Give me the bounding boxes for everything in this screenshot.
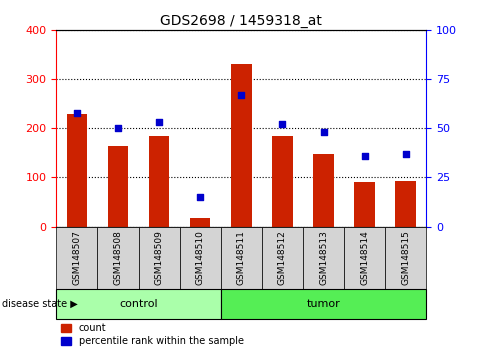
Text: GSM148508: GSM148508 [114,230,122,285]
Point [238,92,245,98]
Bar [98,227,139,289]
Bar [344,227,385,289]
Bar [395,181,416,227]
Bar [139,227,180,289]
Bar [190,218,211,227]
Bar [108,147,128,227]
Bar [354,182,375,227]
Text: GSM148511: GSM148511 [237,230,246,285]
Text: GSM148512: GSM148512 [278,230,287,285]
Bar [231,64,251,227]
Text: control: control [119,298,158,309]
Bar [385,227,426,289]
Point [73,110,81,115]
Bar [149,136,170,227]
Text: tumor: tumor [307,298,341,309]
Point [278,121,286,127]
Text: disease state ▶: disease state ▶ [2,298,78,309]
Point [319,130,327,135]
Point [196,194,204,200]
Text: GSM148514: GSM148514 [360,230,369,285]
Bar [56,227,98,289]
Bar [67,114,87,227]
Text: GSM148507: GSM148507 [73,230,81,285]
Bar [221,227,262,289]
Bar [56,289,221,319]
Point [155,120,163,125]
Text: GSM148515: GSM148515 [401,230,410,285]
Bar [180,227,221,289]
Legend: count, percentile rank within the sample: count, percentile rank within the sample [61,324,244,346]
Bar [313,154,334,227]
Bar [221,289,426,319]
Bar [262,227,303,289]
Bar [272,136,293,227]
Text: GSM148509: GSM148509 [155,230,164,285]
Title: GDS2698 / 1459318_at: GDS2698 / 1459318_at [160,14,322,28]
Point [402,151,410,157]
Text: GSM148510: GSM148510 [196,230,205,285]
Point [114,125,122,131]
Point [361,153,368,159]
Bar [303,227,344,289]
Text: GSM148513: GSM148513 [319,230,328,285]
